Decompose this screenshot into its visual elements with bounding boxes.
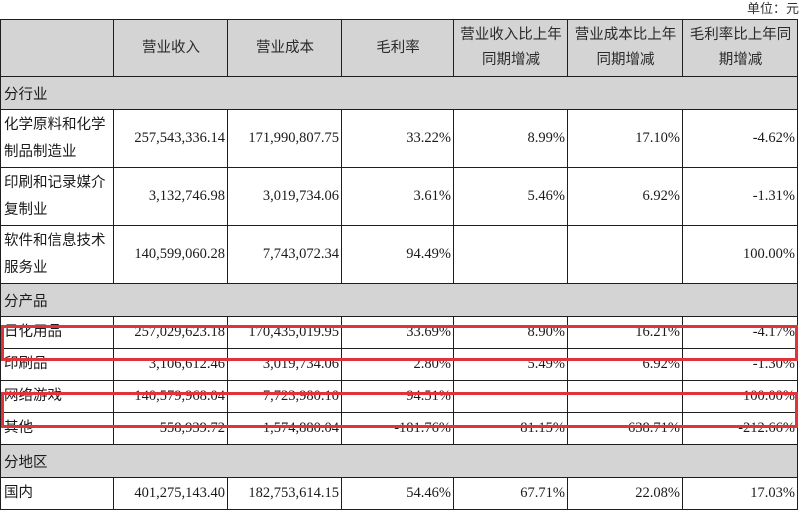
revenue-cell: 401,275,143.40: [113, 477, 228, 510]
cost-cell: 1,574,880.04: [227, 412, 342, 445]
row-label: 网络游戏: [0, 380, 114, 413]
margin-cell: -181.76%: [341, 412, 454, 445]
margin-yoy-cell: -212.66%: [682, 412, 798, 445]
revenue-yoy-cell: 5.49%: [453, 348, 568, 381]
cost-yoy-cell: 16.21%: [567, 316, 683, 349]
margin-cell: 94.51%: [341, 380, 454, 413]
margin-yoy-cell: 100.00%: [682, 225, 798, 284]
table-row: 网络游戏 140,579,968.04 7,723,980.10 94.51% …: [0, 380, 798, 413]
margin-yoy-cell: -4.17%: [682, 316, 798, 349]
row-label: 软件和信息技术服务业: [0, 225, 114, 284]
row-label: 其他: [0, 412, 114, 445]
cost-yoy-cell: 22.08%: [567, 477, 683, 510]
table-row: 国内 401,275,143.40 182,753,614.15 54.46% …: [0, 477, 798, 510]
cost-yoy-cell: 6.92%: [567, 167, 683, 226]
margin-cell: 2.80%: [341, 348, 454, 381]
revenue-cell: 3,132,746.98: [113, 167, 228, 226]
unit-label: 单位：元: [746, 1, 799, 16]
margin-cell: 54.46%: [341, 477, 454, 510]
header-revenue: 营业收入: [113, 19, 228, 77]
header-cost: 营业成本: [227, 19, 342, 77]
revenue-cell: 257,029,623.18: [113, 316, 228, 349]
revenue-yoy-cell: 67.71%: [453, 477, 568, 510]
section-label: 分产品: [0, 283, 798, 317]
revenue-breakdown-table: 营业收入 营业成本 毛利率 营业收入比上年同期增减 营业成本比上年同期增减 毛利…: [0, 19, 798, 510]
table-row: 软件和信息技术服务业 140,599,060.28 7,743,072.34 9…: [0, 225, 798, 284]
margin-cell: 33.22%: [341, 109, 454, 168]
margin-yoy-cell: -4.62%: [682, 109, 798, 168]
revenue-cell: 140,599,060.28: [113, 225, 228, 284]
row-label: 化学原料和化学制品制造业: [0, 109, 114, 168]
table-row: 印刷品 3,106,612.46 3,019,734.06 2.80% 5.49…: [0, 348, 798, 381]
margin-yoy-cell: -1.31%: [682, 167, 798, 226]
margin-yoy-cell: -1.30%: [682, 348, 798, 381]
section-label: 分行业: [0, 76, 798, 110]
table-row: 日化用品 257,029,623.18 170,435,019.95 33.69…: [0, 316, 798, 349]
cost-cell: 7,723,980.10: [227, 380, 342, 413]
section-row-region: 分地区: [0, 444, 798, 478]
cost-cell: 3,019,734.06: [227, 167, 342, 226]
table-row: 印刷和记录媒介复制业 3,132,746.98 3,019,734.06 3.6…: [0, 167, 798, 226]
revenue-cell: 140,579,968.04: [113, 380, 228, 413]
revenue-yoy-cell: [453, 225, 568, 284]
section-row-product: 分产品: [0, 283, 798, 317]
margin-yoy-cell: 17.03%: [682, 477, 798, 510]
margin-cell: 3.61%: [341, 167, 454, 226]
row-label: 国内: [0, 477, 114, 510]
section-label: 分地区: [0, 444, 798, 478]
margin-cell: 33.69%: [341, 316, 454, 349]
revenue-yoy-cell: 5.46%: [453, 167, 568, 226]
revenue-yoy-cell: 8.99%: [453, 109, 568, 168]
row-label: 印刷和记录媒介复制业: [0, 167, 114, 226]
margin-cell: 94.49%: [341, 225, 454, 284]
header-gross-margin: 毛利率: [341, 19, 454, 77]
header-category: [0, 19, 114, 77]
section-row-industry: 分行业: [0, 76, 798, 110]
cost-yoy-cell: 6.92%: [567, 348, 683, 381]
cost-cell: 3,019,734.06: [227, 348, 342, 381]
revenue-yoy-cell: 8.90%: [453, 316, 568, 349]
cost-cell: 7,743,072.34: [227, 225, 342, 284]
cost-yoy-cell: 17.10%: [567, 109, 683, 168]
header-row: 营业收入 营业成本 毛利率 营业收入比上年同期增减 营业成本比上年同期增减 毛利…: [0, 19, 798, 77]
header-cost-yoy: 营业成本比上年同期增减: [567, 19, 683, 77]
cost-cell: 170,435,019.95: [227, 316, 342, 349]
cost-cell: 182,753,614.15: [227, 477, 342, 510]
cost-yoy-cell: [567, 225, 683, 284]
margin-yoy-cell: 100.00%: [682, 380, 798, 413]
revenue-cell: 3,106,612.46: [113, 348, 228, 381]
cost-yoy-cell: [567, 380, 683, 413]
revenue-yoy-cell: 81.15%: [453, 412, 568, 445]
cost-yoy-cell: 638.71%: [567, 412, 683, 445]
cost-cell: 171,990,807.75: [227, 109, 342, 168]
header-margin-yoy: 毛利率比上年同期增减: [682, 19, 798, 77]
revenue-cell: 558,939.72: [113, 412, 228, 445]
row-label: 印刷品: [0, 348, 114, 381]
revenue-yoy-cell: [453, 380, 568, 413]
table-row: 其他 558,939.72 1,574,880.04 -181.76% 81.1…: [0, 412, 798, 445]
table-row: 化学原料和化学制品制造业 257,543,336.14 171,990,807.…: [0, 109, 798, 168]
header-revenue-yoy: 营业收入比上年同期增减: [453, 19, 568, 77]
row-label: 日化用品: [0, 316, 114, 349]
revenue-cell: 257,543,336.14: [113, 109, 228, 168]
